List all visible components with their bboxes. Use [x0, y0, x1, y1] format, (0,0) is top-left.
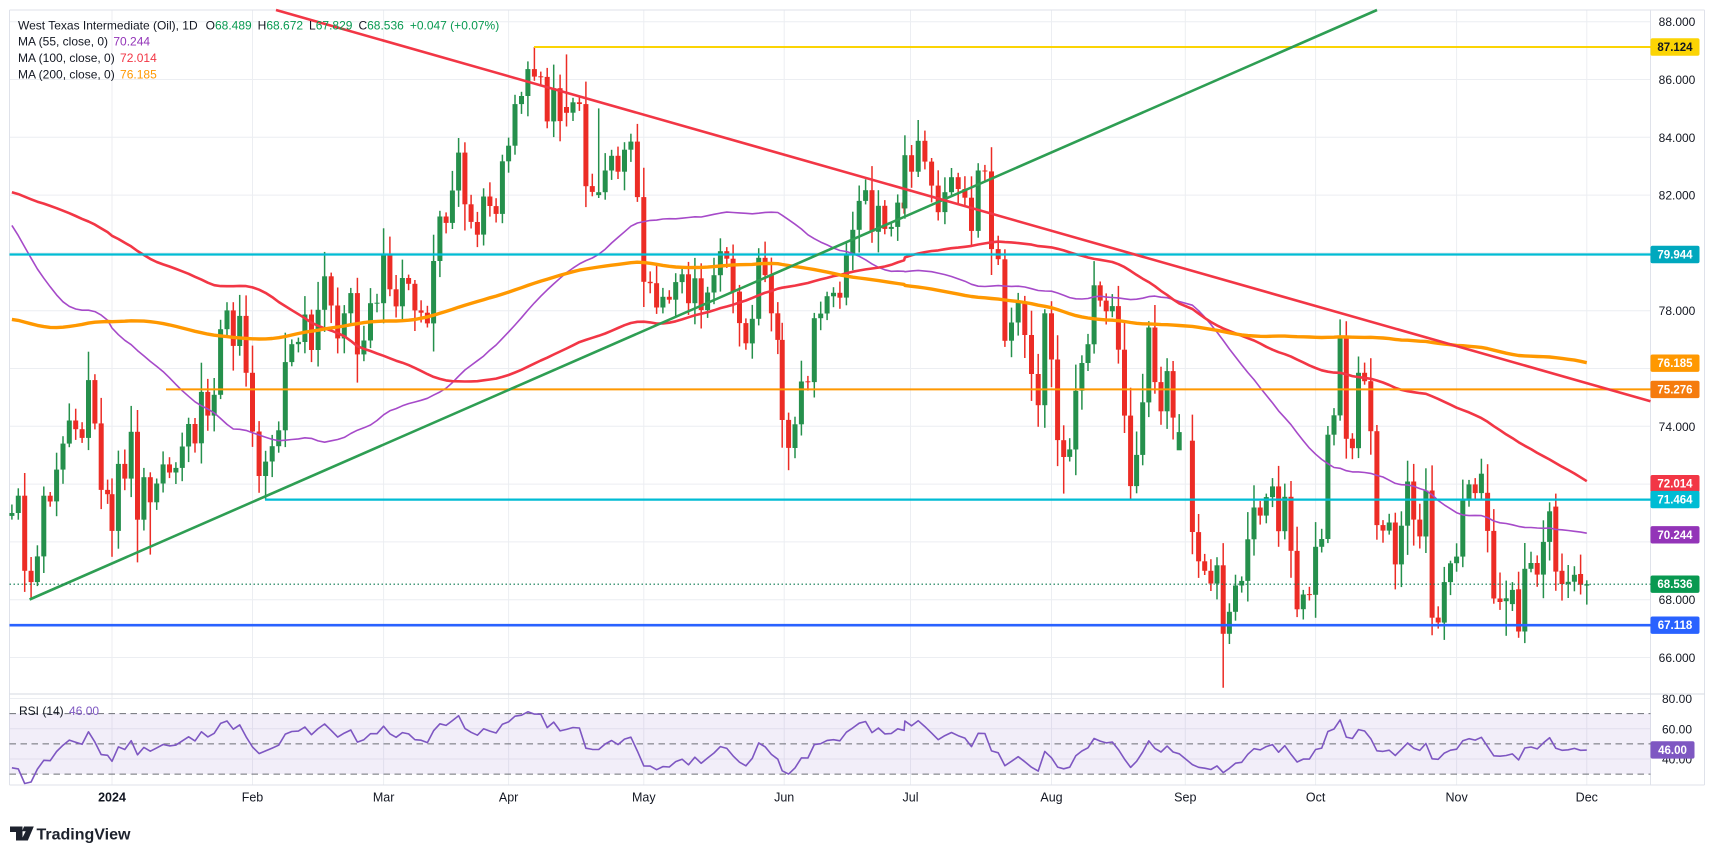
svg-text:80.00: 80.00: [1662, 692, 1692, 706]
svg-text:82.000: 82.000: [1659, 189, 1696, 203]
svg-text:MA (100, close, 0) 72.014: MA (100, close, 0) 72.014: [18, 51, 157, 65]
svg-text:86.000: 86.000: [1659, 73, 1696, 87]
svg-text:RSI (14) 46.00: RSI (14) 46.00: [19, 704, 99, 718]
svg-text:Jun: Jun: [774, 791, 794, 805]
svg-text:TradingView: TradingView: [37, 827, 132, 844]
svg-text:71.464: 71.464: [1657, 495, 1693, 507]
svg-text:78.000: 78.000: [1659, 304, 1696, 318]
svg-text:70.244: 70.244: [1657, 530, 1693, 542]
svg-text:88.000: 88.000: [1659, 15, 1696, 29]
svg-text:May: May: [632, 791, 656, 805]
svg-text:68.000: 68.000: [1659, 593, 1696, 607]
svg-text:Feb: Feb: [242, 791, 264, 805]
svg-text:Apr: Apr: [499, 791, 518, 805]
svg-text:West Texas Intermediate (Oil),: West Texas Intermediate (Oil), 1D O68.489…: [18, 19, 499, 33]
svg-text:Oct: Oct: [1306, 791, 1326, 805]
svg-text:46.00: 46.00: [1658, 745, 1687, 757]
svg-text:60.00: 60.00: [1662, 722, 1692, 736]
svg-text:76.185: 76.185: [1657, 358, 1693, 370]
svg-text:67.118: 67.118: [1658, 620, 1693, 632]
svg-text:Dec: Dec: [1576, 791, 1598, 805]
svg-text:68.536: 68.536: [1657, 579, 1692, 591]
svg-text:74.000: 74.000: [1659, 420, 1696, 434]
svg-text:MA (55, close, 0) 70.244: MA (55, close, 0) 70.244: [18, 35, 150, 49]
svg-text:75.276: 75.276: [1657, 384, 1692, 396]
svg-text:Mar: Mar: [373, 791, 395, 805]
svg-text:MA (200, close, 0) 76.185: MA (200, close, 0) 76.185: [18, 68, 157, 82]
svg-text:Nov: Nov: [1445, 791, 1468, 805]
svg-text:Sep: Sep: [1174, 791, 1196, 805]
svg-text:84.000: 84.000: [1659, 131, 1696, 145]
svg-text:72.014: 72.014: [1657, 479, 1693, 491]
svg-text:Jul: Jul: [903, 791, 919, 805]
svg-text:66.000: 66.000: [1659, 651, 1696, 665]
svg-text:2024: 2024: [98, 791, 126, 805]
svg-text:Aug: Aug: [1040, 791, 1062, 805]
svg-text:79.944: 79.944: [1657, 250, 1693, 262]
svg-text:87.124: 87.124: [1657, 42, 1693, 54]
